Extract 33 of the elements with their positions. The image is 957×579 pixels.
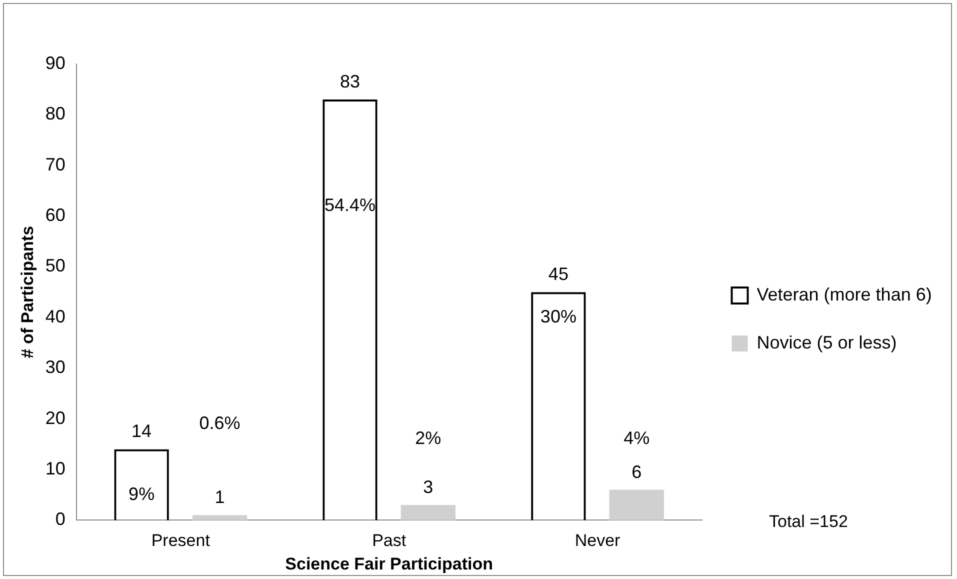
y-tick-label: 40 [45, 306, 66, 326]
annotation: 54.4% [324, 194, 376, 215]
x-tick-label: Past [372, 531, 406, 550]
y-tick-label: 20 [45, 408, 66, 428]
y-tick-label: 80 [45, 104, 66, 124]
y-tick-label: 60 [45, 205, 66, 226]
legend-label: Veteran (more than 6) [756, 284, 932, 304]
annotation: 9% [128, 484, 155, 504]
data-label: 3 [423, 476, 434, 497]
data-label: 1 [214, 487, 225, 508]
legend-label: Novice (5 or less) [756, 332, 897, 352]
y-tick-label: 70 [45, 154, 66, 174]
y-tick-label: 50 [45, 256, 66, 276]
data-label: 83 [340, 71, 360, 92]
data-label: 45 [548, 264, 568, 284]
y-tick-label: 90 [45, 52, 66, 73]
annotation: 0.6% [199, 412, 240, 433]
bar [609, 490, 664, 520]
x-axis-title: Science Fair Participation [285, 554, 494, 574]
annotation: 4% [624, 428, 650, 448]
y-tick-label: 10 [45, 458, 66, 478]
bar [192, 515, 248, 520]
y-axis-title: # of Participants [18, 226, 37, 358]
y-tick-label: 0 [55, 509, 66, 530]
x-tick-label: Present [151, 531, 210, 550]
bar [400, 504, 456, 520]
annotation: 30% [540, 306, 576, 326]
data-label: 6 [632, 462, 642, 482]
data-label: 14 [132, 421, 152, 442]
text: Total =152 [769, 512, 848, 532]
y-tick-label: 30 [45, 357, 66, 378]
annotation: 2% [415, 428, 442, 448]
x-tick-label: Never [574, 531, 621, 550]
